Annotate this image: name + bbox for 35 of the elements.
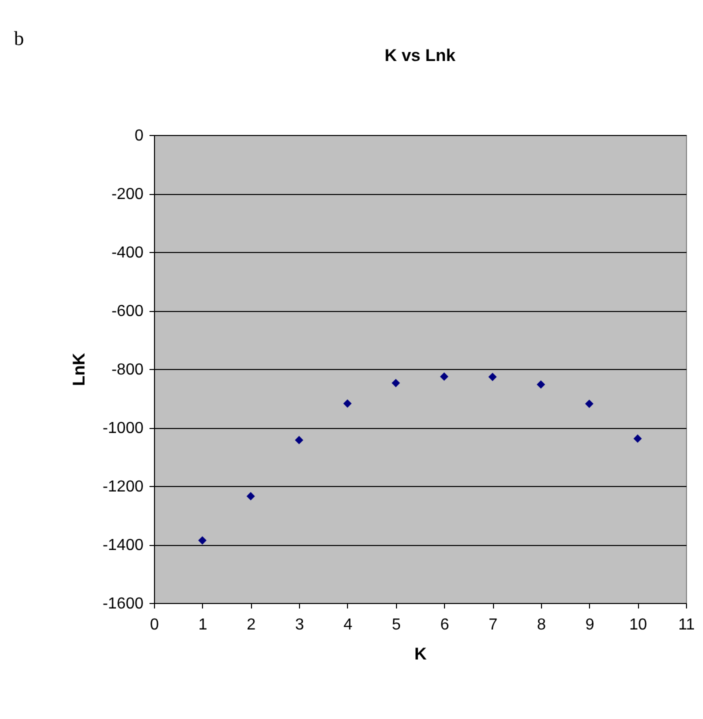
x-axis-title: K: [414, 644, 428, 664]
x-tick-label: 4: [344, 616, 352, 634]
chart-title: K vs Lnk: [384, 46, 456, 65]
y-tick-label: -600: [111, 303, 144, 320]
x-tick-label: 6: [440, 616, 450, 634]
y-axis-title: LnK: [70, 352, 89, 386]
x-tick-label: 8: [536, 616, 546, 634]
x-tick-label: 11: [678, 616, 695, 634]
point: [440, 372, 448, 381]
x-tick-label: 5: [392, 616, 401, 634]
point: [488, 372, 497, 382]
y-tick-label: -1000: [102, 420, 144, 437]
x-tick-label: 2: [246, 616, 256, 634]
point: [392, 378, 400, 388]
text: b: [14, 28, 24, 51]
y-tick-label: -1600: [102, 596, 144, 612]
x-tick-label: 7: [488, 616, 498, 634]
point: [246, 492, 255, 500]
y-tick-label: 0: [134, 128, 144, 144]
y-tick-label: -800: [111, 362, 144, 378]
y-tick-label: -400: [111, 244, 144, 262]
point: [633, 434, 642, 443]
y-tick-label: -200: [111, 186, 144, 203]
x-tick-label: 9: [585, 616, 594, 634]
point: [198, 536, 207, 545]
y-tick-label: -1200: [102, 478, 144, 496]
x-tick-label: 10: [629, 616, 648, 634]
x-tick-label: 1: [198, 616, 208, 634]
x-tick-label: 3: [295, 616, 304, 634]
y-tick-label: -1400: [102, 537, 144, 554]
point: [585, 400, 594, 408]
x-tick-label: 0: [150, 616, 160, 634]
point: [343, 399, 352, 408]
point: [536, 380, 546, 389]
point: [294, 436, 304, 444]
